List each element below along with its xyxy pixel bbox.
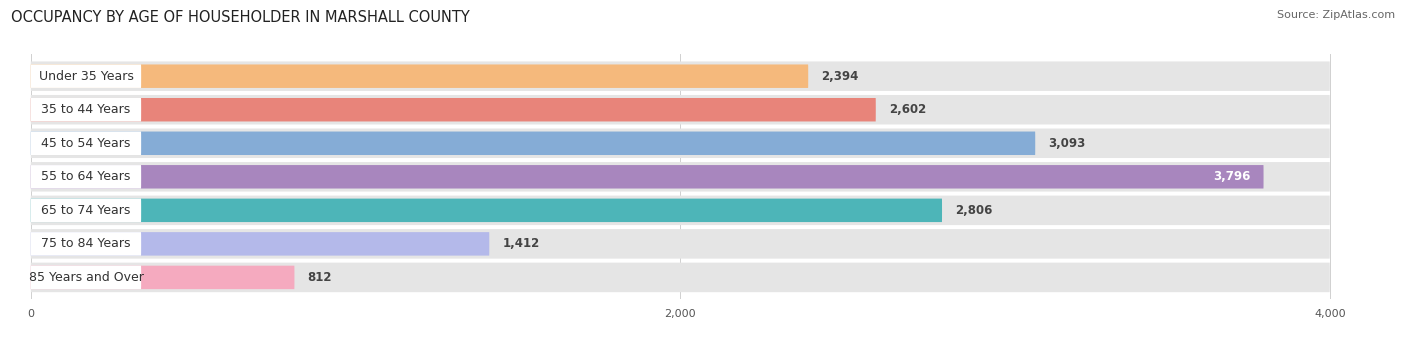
Text: 2,602: 2,602 (889, 103, 927, 116)
FancyBboxPatch shape (31, 132, 1035, 155)
Text: 812: 812 (308, 271, 332, 284)
Text: 3,093: 3,093 (1049, 137, 1085, 150)
FancyBboxPatch shape (31, 98, 876, 121)
FancyBboxPatch shape (31, 232, 489, 256)
Text: 55 to 64 Years: 55 to 64 Years (41, 170, 131, 183)
FancyBboxPatch shape (31, 98, 141, 121)
Text: 65 to 74 Years: 65 to 74 Years (41, 204, 131, 217)
Text: 85 Years and Over: 85 Years and Over (28, 271, 143, 284)
Text: OCCUPANCY BY AGE OF HOUSEHOLDER IN MARSHALL COUNTY: OCCUPANCY BY AGE OF HOUSEHOLDER IN MARSH… (11, 10, 470, 25)
Text: 45 to 54 Years: 45 to 54 Years (41, 137, 131, 150)
FancyBboxPatch shape (31, 262, 1330, 292)
FancyBboxPatch shape (31, 95, 1330, 124)
Text: 3,796: 3,796 (1213, 170, 1250, 183)
FancyBboxPatch shape (31, 266, 141, 289)
Text: 75 to 84 Years: 75 to 84 Years (41, 237, 131, 250)
FancyBboxPatch shape (31, 65, 141, 88)
Text: 2,806: 2,806 (955, 204, 993, 217)
Text: Under 35 Years: Under 35 Years (38, 70, 134, 83)
FancyBboxPatch shape (31, 62, 1330, 91)
FancyBboxPatch shape (31, 232, 141, 256)
FancyBboxPatch shape (31, 162, 1330, 191)
FancyBboxPatch shape (31, 129, 1330, 158)
FancyBboxPatch shape (31, 132, 141, 155)
FancyBboxPatch shape (31, 199, 141, 222)
FancyBboxPatch shape (31, 195, 1330, 225)
FancyBboxPatch shape (31, 229, 1330, 259)
Text: 35 to 44 Years: 35 to 44 Years (41, 103, 131, 116)
FancyBboxPatch shape (31, 165, 1264, 189)
FancyBboxPatch shape (31, 266, 294, 289)
FancyBboxPatch shape (31, 199, 942, 222)
Text: 2,394: 2,394 (821, 70, 859, 83)
FancyBboxPatch shape (31, 65, 808, 88)
FancyBboxPatch shape (31, 165, 141, 189)
Text: Source: ZipAtlas.com: Source: ZipAtlas.com (1277, 10, 1395, 20)
Text: 1,412: 1,412 (502, 237, 540, 250)
